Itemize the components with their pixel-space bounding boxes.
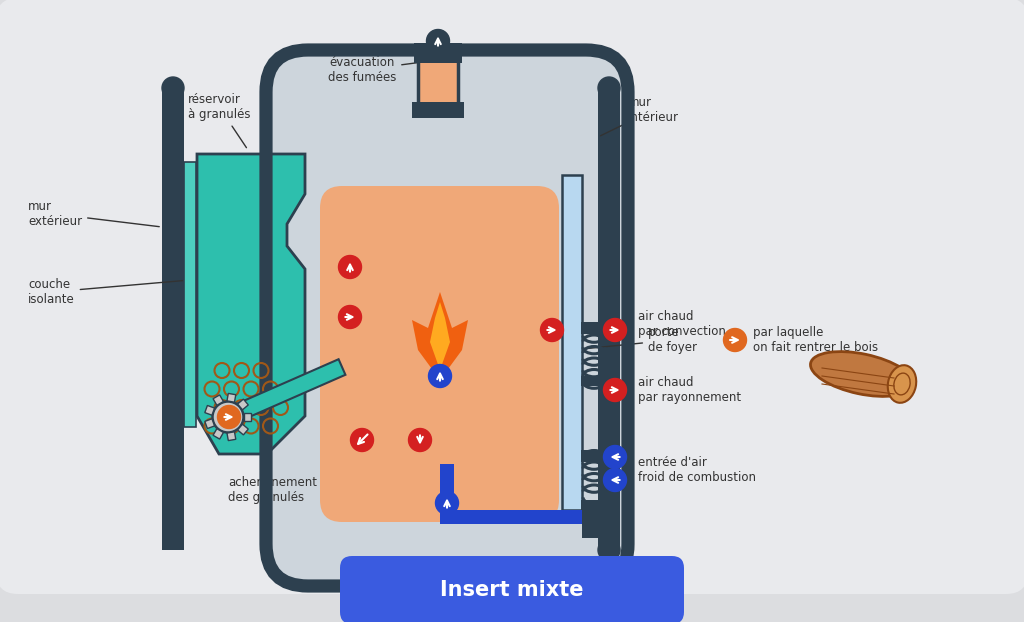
Text: évacuation
des fumées: évacuation des fumées: [328, 56, 435, 84]
Bar: [581, 500, 607, 510]
FancyBboxPatch shape: [319, 186, 559, 522]
Text: foyer: foyer: [417, 235, 463, 253]
Circle shape: [435, 491, 459, 514]
Circle shape: [603, 468, 627, 491]
Bar: [581, 450, 607, 462]
Bar: [412, 102, 464, 118]
Bar: [582, 510, 601, 538]
Bar: [414, 43, 462, 63]
FancyBboxPatch shape: [0, 0, 1024, 594]
Circle shape: [162, 77, 184, 99]
Text: réservoir
à granulés: réservoir à granulés: [188, 93, 251, 147]
Polygon shape: [197, 154, 305, 454]
Text: mur
extérieur: mur extérieur: [28, 200, 160, 228]
Bar: [227, 432, 236, 440]
Bar: [581, 322, 607, 334]
Bar: [227, 393, 236, 402]
Circle shape: [724, 328, 746, 351]
Bar: [562, 175, 582, 510]
FancyBboxPatch shape: [266, 50, 628, 586]
Circle shape: [598, 77, 620, 99]
Bar: [205, 406, 215, 415]
Circle shape: [598, 539, 620, 561]
Bar: [238, 424, 248, 435]
Bar: [238, 399, 248, 410]
Circle shape: [428, 364, 452, 388]
Circle shape: [339, 256, 361, 279]
Bar: [581, 376, 607, 386]
Bar: [162, 88, 184, 550]
Ellipse shape: [810, 351, 913, 396]
Text: Insert mixte: Insert mixte: [440, 580, 584, 600]
Circle shape: [427, 29, 450, 52]
Text: par laquelle
on fait rentrer le bois: par laquelle on fait rentrer le bois: [753, 326, 879, 354]
Circle shape: [603, 445, 627, 468]
Text: air chaud
par convection: air chaud par convection: [638, 310, 726, 338]
Bar: [184, 162, 196, 427]
Bar: [418, 59, 458, 114]
Text: entrée d'air
froid de combustion: entrée d'air froid de combustion: [638, 456, 756, 484]
Circle shape: [222, 411, 234, 423]
Text: couche
isolante: couche isolante: [28, 278, 187, 306]
Text: acheminement
des granulés: acheminement des granulés: [228, 403, 317, 504]
Circle shape: [409, 429, 431, 452]
Circle shape: [339, 305, 361, 328]
Circle shape: [213, 401, 244, 432]
Circle shape: [434, 371, 445, 381]
Circle shape: [217, 406, 241, 429]
Polygon shape: [224, 360, 345, 425]
Circle shape: [541, 318, 563, 341]
Bar: [213, 429, 223, 439]
Bar: [440, 510, 590, 524]
Ellipse shape: [888, 365, 916, 403]
Text: porte
de foyer: porte de foyer: [574, 326, 697, 354]
Bar: [244, 413, 251, 421]
Text: air chaud
par rayonnement: air chaud par rayonnement: [638, 376, 741, 404]
Bar: [205, 419, 215, 429]
Text: mur
intérieur: mur intérieur: [600, 96, 679, 136]
Circle shape: [603, 379, 627, 401]
Bar: [440, 464, 454, 524]
Polygon shape: [430, 302, 450, 370]
Bar: [213, 395, 223, 406]
Circle shape: [350, 429, 374, 452]
Bar: [598, 88, 620, 550]
Polygon shape: [412, 292, 468, 380]
Circle shape: [603, 318, 627, 341]
FancyBboxPatch shape: [340, 556, 684, 622]
